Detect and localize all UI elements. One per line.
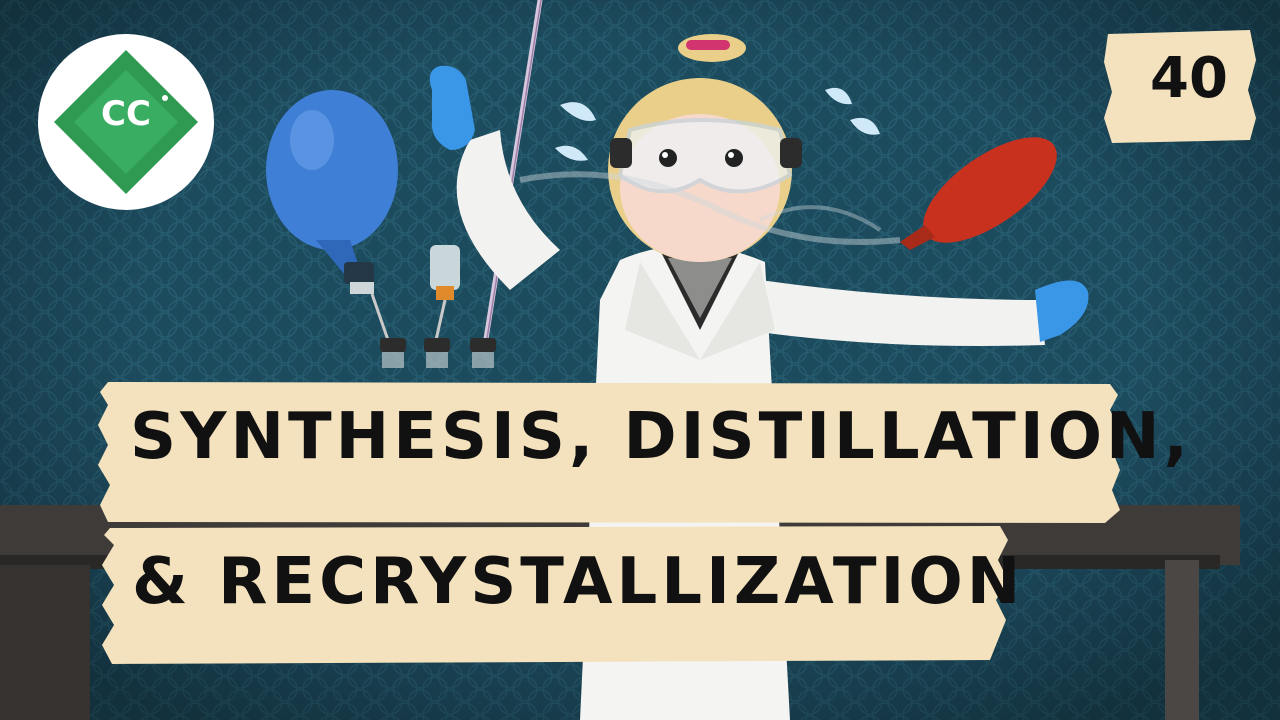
episode-tape (1104, 30, 1256, 143)
glass-rod (482, 0, 543, 348)
vials (380, 245, 496, 368)
blue-balloon-icon (266, 90, 398, 341)
goggles-icon (617, 118, 793, 194)
episode-number: 40 (1150, 46, 1228, 111)
crash-course-logo-icon (38, 34, 214, 210)
left-glove-icon (429, 65, 475, 150)
sweat-drop-icon (560, 102, 596, 121)
red-balloon-icon (900, 137, 1057, 250)
title-line-2: & RECRYSTALLIZATION (132, 545, 1025, 619)
logo-text: CC (101, 94, 151, 134)
title-tape-bottom (102, 526, 1008, 664)
right-glove-icon (1035, 280, 1089, 342)
title-line-1: SYNTHESIS, DISTILLATION, (130, 400, 1192, 474)
title-tape-top (98, 382, 1120, 523)
